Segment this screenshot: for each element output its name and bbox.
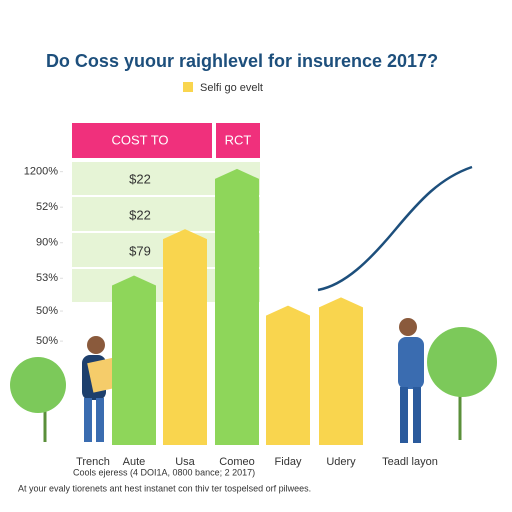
chart-title: Do Coss yuour raighlevel for insurence 2… xyxy=(46,51,438,71)
person-leg xyxy=(84,398,92,442)
person-head xyxy=(399,318,417,336)
bar xyxy=(163,229,207,445)
bar xyxy=(215,168,259,445)
person-body xyxy=(398,337,424,389)
person-leg xyxy=(400,387,408,443)
x-tick-label: Fiday xyxy=(275,456,302,468)
table-cell: $22 xyxy=(129,171,151,186)
x-tick-label: Comeo xyxy=(219,456,254,468)
bar xyxy=(112,275,156,445)
x-tick-label: Usa xyxy=(175,456,195,468)
table-header: RCT xyxy=(225,132,252,147)
y-tick-label: 53% xyxy=(36,272,58,284)
source-note: Cools ejeress (4 DOI1A, 0800 bance; 2 20… xyxy=(73,467,255,477)
table-header-cell xyxy=(216,123,260,158)
person-leg xyxy=(413,387,421,443)
person-head xyxy=(87,336,105,354)
x-tick-label: Trench xyxy=(76,456,110,468)
x-tick-label: Udery xyxy=(326,456,356,468)
bar xyxy=(319,297,363,445)
y-tick-label: 50% xyxy=(36,305,58,317)
y-tick-label: 50% xyxy=(36,335,58,347)
person-leg xyxy=(96,398,104,442)
legend-label: Selfi go evelt xyxy=(200,82,263,94)
legend-swatch xyxy=(183,82,193,92)
tree xyxy=(10,357,66,413)
table-cell: $79 xyxy=(129,243,151,258)
y-tick-label: 90% xyxy=(36,237,58,249)
y-tick-label: 52% xyxy=(36,201,58,213)
x-tick-label: Teadl layon xyxy=(382,456,438,468)
table-header: COST TO xyxy=(111,132,168,147)
table-cell: $22 xyxy=(129,207,151,222)
x-tick-label: Aute xyxy=(123,456,146,468)
y-tick-label: 1200% xyxy=(24,166,58,178)
tree xyxy=(427,327,497,397)
table-header-cell xyxy=(72,123,212,158)
trend-line xyxy=(317,165,473,292)
footnote: At your evaly tiorenets ant hest instane… xyxy=(18,483,311,493)
bar xyxy=(266,305,310,445)
